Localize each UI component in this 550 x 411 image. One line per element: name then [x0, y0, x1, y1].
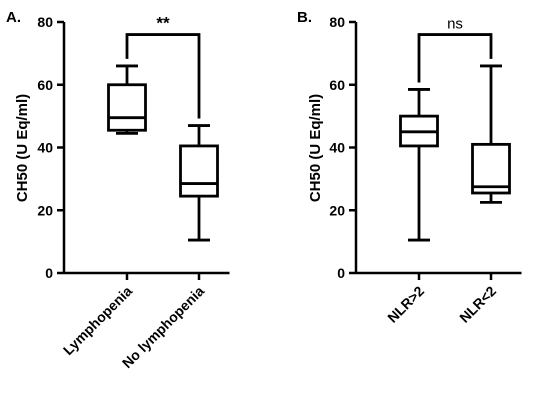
box-iqr: [107, 83, 147, 132]
x-category-label: Lymphopenia: [60, 283, 135, 358]
panel-a: A. CH50 (U Eq/ml) 0 20 40 60 80 ** Lymphopen…: [6, 9, 230, 371]
panel-b-y-axis-label: CH50 (U Eq/ml): [307, 94, 324, 202]
y-tick-label: 80: [329, 14, 345, 30]
y-tick-label: 0: [45, 265, 53, 281]
y-tick-label: 60: [329, 77, 345, 93]
significance-bracket: [417, 33, 493, 83]
panel-b-label: B.: [297, 9, 312, 26]
panel-b: B. CH50 (U Eq/ml) 0 20 40 60 80 ns NLR>2 NLR<…: [297, 9, 522, 326]
y-tick-label: 60: [37, 77, 53, 93]
panel-b-plot-area: ns: [354, 16, 522, 280]
x-category-label: NLR>2: [384, 283, 427, 326]
box-iqr: [471, 142, 511, 195]
box-iqr: [179, 144, 219, 198]
y-tick-label: 40: [37, 140, 53, 156]
significance-bracket: [125, 33, 201, 119]
panel-a-label: A.: [6, 9, 21, 26]
significance-label: **: [156, 14, 170, 33]
y-tick-label: 80: [37, 14, 53, 30]
significance-label: ns: [447, 16, 463, 33]
y-tick-label: 0: [337, 265, 345, 281]
panel-b-x-categories: NLR>2 NLR<2: [384, 283, 499, 326]
y-tick-label: 20: [329, 202, 345, 218]
panel-b-y-ticks: 0 20 40 60 80: [329, 14, 356, 281]
panel-a-y-axis-label: CH50 (U Eq/ml): [14, 94, 31, 202]
panel-a-y-ticks: 0 20 40 60 80: [37, 14, 64, 281]
x-category-label: NLR<2: [456, 283, 499, 326]
panel-a-plot-area: **: [62, 14, 230, 280]
y-tick-label: 40: [329, 140, 345, 156]
y-tick-label: 20: [37, 202, 53, 218]
